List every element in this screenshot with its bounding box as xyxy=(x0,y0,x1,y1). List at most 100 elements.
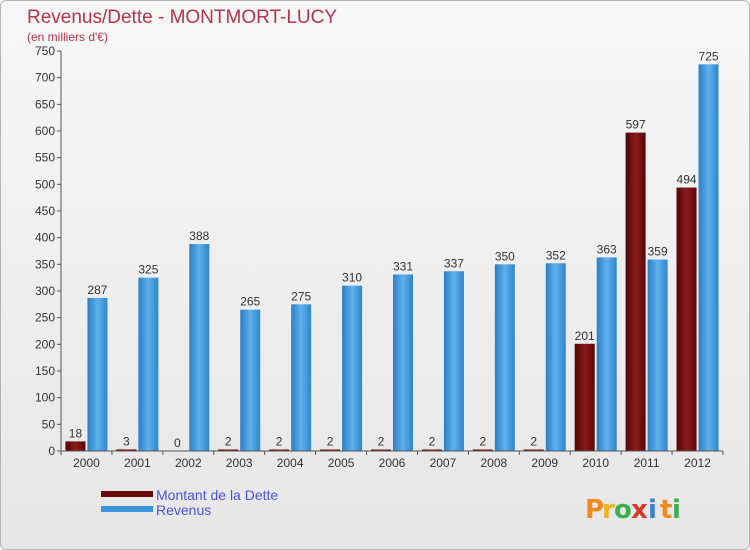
proxiti-logo-letter: o xyxy=(614,495,632,525)
bar-revenus-value-label: 275 xyxy=(291,289,311,303)
x-tick-label: 2010 xyxy=(582,456,609,470)
y-tick-label: 200 xyxy=(35,337,55,351)
bar-revenus-value-label: 331 xyxy=(393,259,413,273)
bar-dette xyxy=(371,449,391,451)
y-tick-label: 50 xyxy=(42,417,56,431)
y-tick-label: 250 xyxy=(35,311,55,325)
y-tick-label: 0 xyxy=(48,444,55,458)
bar-revenus xyxy=(87,297,108,451)
y-tick-label: 750 xyxy=(35,44,55,58)
bar-revenus xyxy=(698,64,719,452)
x-tick-label: 2009 xyxy=(531,456,558,470)
legend-swatch-dette xyxy=(101,491,153,497)
y-tick-label: 550 xyxy=(35,151,55,165)
proxiti-logo-letter: r xyxy=(602,495,615,525)
x-tick-label: 2012 xyxy=(684,456,711,470)
bar-revenus xyxy=(596,257,617,451)
y-tick-label: 600 xyxy=(35,124,55,138)
y-tick-label: 450 xyxy=(35,204,55,218)
bar-dette-value-label: 2 xyxy=(480,435,487,449)
proxiti-logo-letter: t xyxy=(660,495,672,525)
bar-dette-value-label: 2 xyxy=(378,435,385,449)
bar-dette-value-label: 18 xyxy=(69,426,83,440)
bar-revenus xyxy=(494,264,515,451)
x-tick-label: 2011 xyxy=(634,456,660,470)
bar-dette xyxy=(523,449,544,451)
bar-revenus-value-label: 388 xyxy=(189,229,209,243)
bar-revenus-value-label: 265 xyxy=(240,295,260,309)
proxiti-logo-letter: i xyxy=(672,495,681,525)
bar-dette xyxy=(269,449,290,451)
y-tick-label: 300 xyxy=(35,284,55,298)
bar-dette xyxy=(65,441,86,451)
bar-dette-value-label: 0 xyxy=(174,436,181,450)
y-axis: 0 50 100 150 200 250 300 350 400 450 500 550 600 650 7… xyxy=(35,44,62,458)
bar-dette-value-label: 494 xyxy=(677,173,697,187)
bar-revenus xyxy=(240,309,261,451)
bar-dette xyxy=(218,449,239,451)
x-tick-label: 2003 xyxy=(226,456,253,470)
x-tick-label: 2007 xyxy=(430,456,457,470)
y-tick-label: 500 xyxy=(35,177,55,191)
y-tick-label: 100 xyxy=(35,391,55,405)
y-tick-label: 650 xyxy=(35,97,55,111)
y-tick-label: 350 xyxy=(35,257,55,271)
x-tick-label: 2008 xyxy=(480,456,507,470)
bar-revenus-value-label: 287 xyxy=(87,283,107,297)
bar-revenus-value-label: 725 xyxy=(699,49,719,63)
legend-swatch-revenus xyxy=(101,506,153,512)
x-axis: 2000 2001 2002 2003 2004 2005 2006 2007 2008 2009… xyxy=(60,450,724,470)
bars: 18 287 3 325 0 388 2 265 2 275 2 310 2 331 2 337 2 350 2 35… xyxy=(65,49,719,452)
bar-dette-value-label: 3 xyxy=(123,434,130,448)
bar-dette xyxy=(472,449,493,451)
bar-revenus-value-label: 325 xyxy=(138,263,158,277)
x-tick-label: 2006 xyxy=(379,456,406,470)
x-tick-label: 2002 xyxy=(175,456,202,470)
x-tick-label: 2004 xyxy=(277,456,304,470)
bar-dette xyxy=(574,343,595,451)
x-tick-label: 2005 xyxy=(328,456,355,470)
y-tick-label: 700 xyxy=(35,71,55,85)
bar-dette-value-label: 2 xyxy=(429,435,436,449)
bar-dette xyxy=(625,132,646,451)
legend: Montant de la Dette Revenus xyxy=(101,487,278,518)
bar-dette-value-label: 2 xyxy=(327,435,334,449)
proxiti-logo-letter: x xyxy=(631,495,648,525)
bar-revenus-value-label: 310 xyxy=(342,271,362,285)
bar-dette xyxy=(421,449,442,451)
bar-dette-value-label: 201 xyxy=(575,329,595,343)
bar-dette xyxy=(116,449,137,451)
bar-revenus xyxy=(189,244,210,451)
bar-dette-value-label: 2 xyxy=(225,435,232,449)
y-tick-label: 150 xyxy=(35,364,55,378)
bar-dette xyxy=(320,449,341,451)
proxiti-logo-letter: P xyxy=(585,495,604,525)
legend-label-revenus: Revenus xyxy=(156,502,211,518)
x-tick-label: 2001 xyxy=(124,456,151,470)
proxiti-logo-letter: i xyxy=(648,495,657,525)
bar-revenus-value-label: 363 xyxy=(597,242,617,256)
bar-dette-value-label: 597 xyxy=(626,118,646,132)
bar-dette-value-label: 2 xyxy=(276,435,283,449)
bar-revenus xyxy=(342,285,363,451)
bar-revenus xyxy=(443,271,464,451)
chart-title: Revenus/Dette - MONTMORT-LUCY xyxy=(27,7,337,28)
bar-revenus-value-label: 337 xyxy=(444,256,464,270)
bar-revenus xyxy=(138,277,159,451)
bar-revenus xyxy=(545,263,566,451)
bar-revenus-value-label: 352 xyxy=(546,248,566,262)
bar-dette-value-label: 2 xyxy=(530,435,537,449)
legend-label-dette: Montant de la Dette xyxy=(156,487,278,503)
bar-dette xyxy=(676,187,697,452)
bar-revenus xyxy=(647,259,668,451)
bar-revenus xyxy=(393,274,413,451)
y-tick-label: 400 xyxy=(35,231,55,245)
chart-subtitle: (en milliers d'€) xyxy=(27,30,108,44)
bar-revenus xyxy=(291,304,312,451)
proxiti-logo: Pr o x i t i xyxy=(585,495,681,525)
bar-revenus-value-label: 359 xyxy=(648,245,668,259)
bar-revenus-value-label: 350 xyxy=(495,249,515,263)
x-tick-label: 2000 xyxy=(73,456,100,470)
